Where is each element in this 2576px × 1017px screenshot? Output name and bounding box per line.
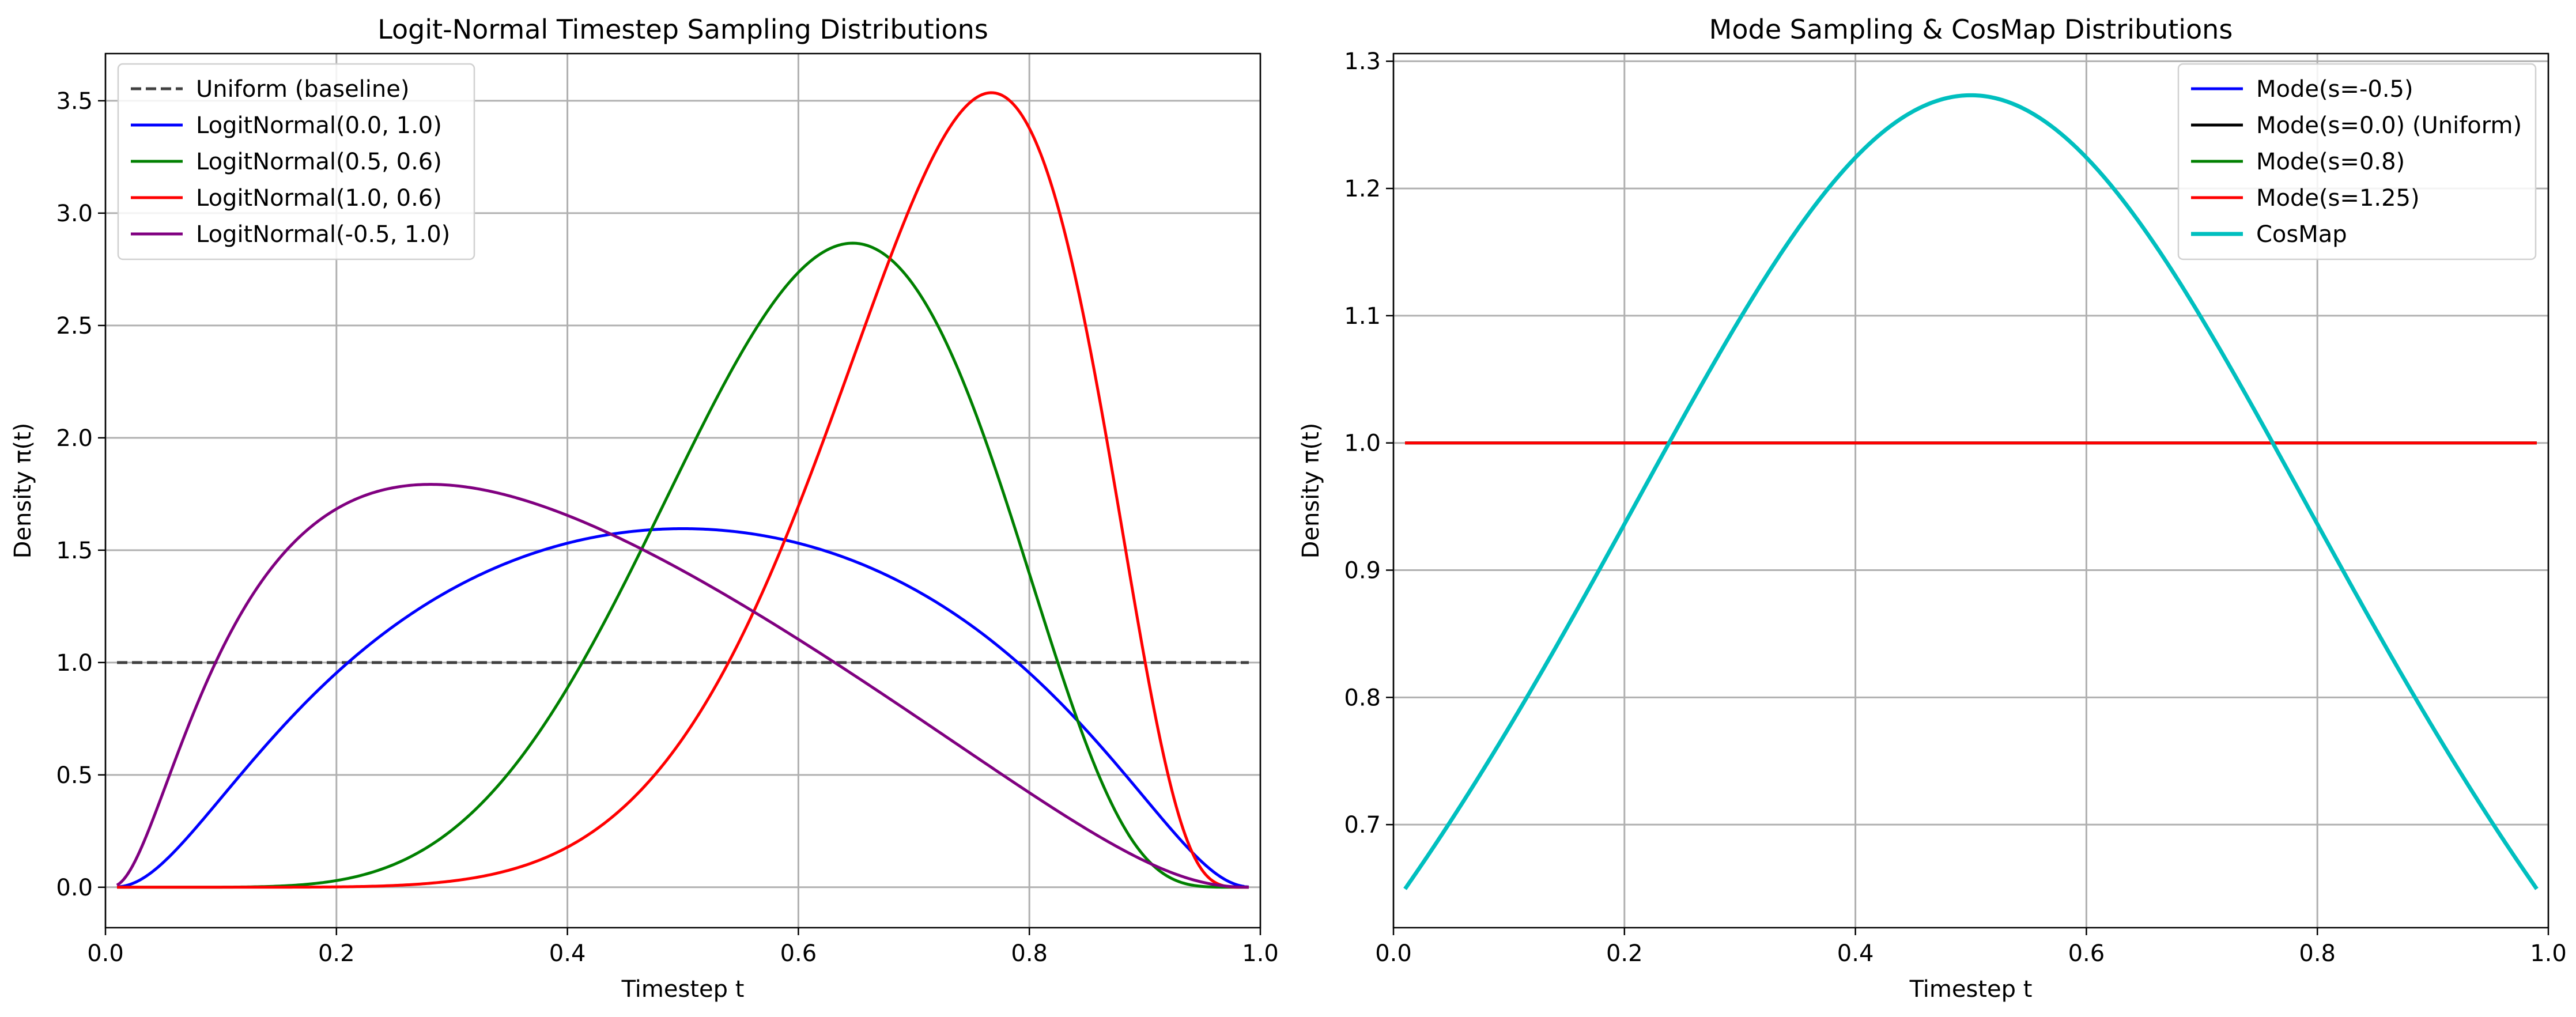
- x-tick-label: 1.0: [2530, 940, 2567, 967]
- chart-panel-1: 0.0 0.2 0.4 0.6 0.8 1.0 0.0 0.5 1.0 1.5 2.0 2.5 3.0 3…: [10, 14, 1279, 1003]
- legend-box: [117, 63, 475, 260]
- y-tick-label: 0.5: [56, 762, 93, 789]
- x-tick-label: 0.8: [2299, 940, 2336, 967]
- chart-title: Mode Sampling & CosMap Distributions: [1709, 14, 2233, 45]
- x-tick-label: 0.8: [1011, 940, 1048, 967]
- legend: Mode(s=-0.5) Mode(s=0.0) (Uniform) Mode(s=…: [2177, 63, 2537, 260]
- legend-label-1: Mode(s=-0.5): [2256, 76, 2413, 103]
- y-tick-label: 3.0: [56, 201, 93, 227]
- y-tick-label: 1.0: [1344, 430, 1381, 457]
- y-tick-label: 3.5: [56, 88, 93, 115]
- legend-label-4: LogitNormal(1.0, 0.6): [196, 185, 442, 211]
- series-line-3: [117, 241, 1249, 889]
- series-group: [116, 91, 1249, 889]
- legend-label-5: LogitNormal(-0.5, 1.0): [196, 221, 450, 248]
- x-tick-label: 0.4: [549, 940, 586, 967]
- x-tick-label: 0.6: [2068, 940, 2105, 967]
- y-tick-label: 0.8: [1344, 685, 1381, 711]
- x-tick-label: 1.0: [1242, 940, 1279, 967]
- x-tick-label: 0.0: [87, 940, 124, 967]
- y-tick-label: 1.0: [56, 650, 93, 676]
- y-tick-label: 1.5: [56, 538, 93, 564]
- legend-box: [2177, 63, 2537, 260]
- series-line-4: [117, 91, 1249, 889]
- legend: Uniform (baseline) LogitNormal(0.0, 1.0) L…: [117, 63, 475, 260]
- chart-panel-2: 0.0 0.2 0.4 0.6 0.8 1.0 0.7 0.8 0.9 1.0 1.1 1.2 1.3 M…: [1298, 14, 2567, 1003]
- x-tick-label: 0.2: [318, 940, 355, 967]
- x-tick-label: 0.4: [1837, 940, 1874, 967]
- x-tick-label: 0.6: [780, 940, 817, 967]
- legend-label-2: LogitNormal(0.0, 1.0): [196, 112, 442, 139]
- y-tick-label: 0.9: [1344, 558, 1381, 584]
- series-group: [1403, 93, 2539, 890]
- y-axis-label: Density π(t): [1298, 423, 1324, 559]
- x-tick-label: 0.2: [1606, 940, 1643, 967]
- y-tick-label: 1.2: [1344, 176, 1381, 202]
- x-tick-label: 0.0: [1375, 940, 1412, 967]
- y-axis-label: Density π(t): [10, 423, 36, 559]
- y-tick-label: 0.7: [1344, 812, 1381, 838]
- legend-label-2: Mode(s=0.0) (Uniform): [2256, 112, 2522, 139]
- x-axis-label: Timestep t: [1909, 976, 2033, 1003]
- legend-label-3: Mode(s=0.8): [2256, 149, 2405, 175]
- series-line-2: [116, 527, 1249, 889]
- plot-frame: [1392, 52, 2549, 929]
- legend-label-3: LogitNormal(0.5, 0.6): [196, 149, 442, 175]
- chart-title: Logit-Normal Timestep Sampling Distribut…: [377, 14, 988, 45]
- legend-label-1: Uniform (baseline): [196, 76, 409, 103]
- y-tick-label: 1.1: [1344, 303, 1381, 330]
- series-line-5: [116, 483, 1249, 889]
- y-tick-label: 0.0: [56, 875, 93, 901]
- plot-frame: [104, 52, 1261, 929]
- y-tick-label: 2.0: [56, 425, 93, 452]
- y-tick-label: 1.3: [1344, 48, 1381, 75]
- series-line-5: [1403, 93, 2539, 890]
- y-tick-label: 2.5: [56, 313, 93, 339]
- legend-label-4: Mode(s=1.25): [2256, 185, 2420, 211]
- x-axis-label: Timestep t: [621, 976, 745, 1003]
- legend-label-5: CosMap: [2256, 221, 2347, 248]
